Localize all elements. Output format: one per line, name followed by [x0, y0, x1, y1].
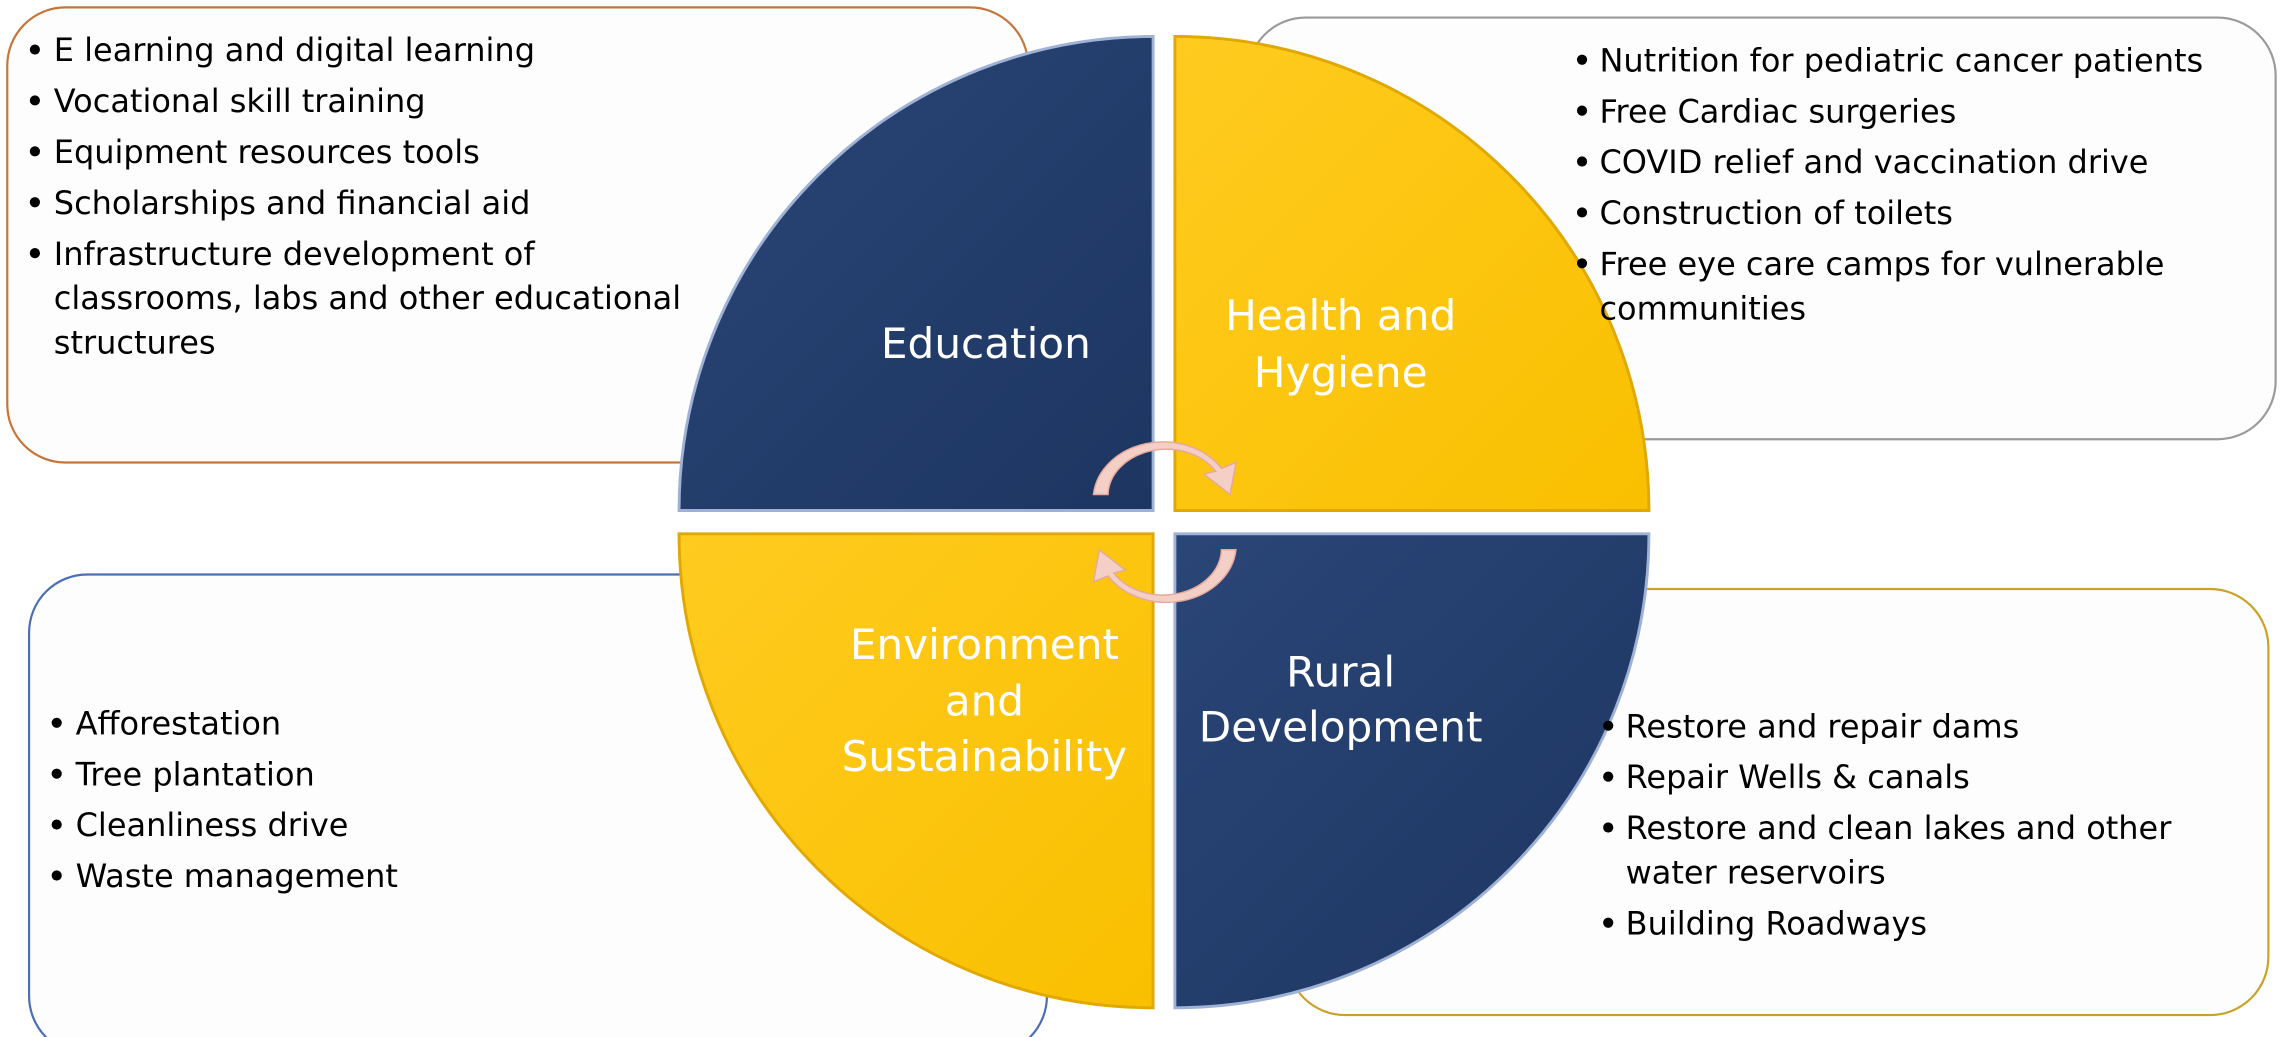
environment-quadrant — [677, 532, 1155, 1010]
bullet-text: Scholarships and financial aid — [54, 184, 531, 222]
bullet-text: classrooms, labs and other educational — [54, 279, 681, 317]
bullet-text: Waste management — [76, 857, 398, 895]
bullet-text: Infrastructure development of — [54, 235, 536, 273]
cycle-arrow — [1092, 441, 1237, 496]
bullet-dot — [1576, 258, 1588, 269]
bullet-dot — [51, 870, 62, 881]
cycle-arrow — [1092, 548, 1237, 604]
quadrant-label: Hygiene — [1254, 348, 1428, 397]
bullet-dot — [29, 146, 40, 157]
bullet-text: Vocational skill training — [54, 82, 426, 120]
bullet-dot — [51, 768, 62, 779]
bullet-dot — [1603, 771, 1614, 782]
bullet-text: Construction of toilets — [1599, 194, 1952, 232]
quadrant-label: Sustainability — [842, 732, 1127, 781]
bullet-text: Afforestation — [76, 704, 282, 742]
bullet-dot — [51, 819, 62, 830]
quadrant-label: Education — [881, 319, 1091, 368]
rural-quadrant — [1173, 532, 1651, 1010]
bullet-text: Building Roadways — [1626, 904, 1927, 942]
bullet-text: Repair Wells & canals — [1626, 758, 1970, 796]
quadrant-label: Development — [1199, 703, 1483, 752]
quadrant-label: Rural — [1286, 647, 1395, 696]
health-quadrant — [1173, 35, 1651, 512]
bullet-dot — [1603, 822, 1614, 833]
bullet-dot — [29, 248, 40, 259]
bullet-text: E learning and digital learning — [54, 31, 535, 69]
education-quadrant — [677, 35, 1155, 512]
bullet-text: Restore and clean lakes and other — [1626, 809, 2173, 847]
quadrant-label: Environment — [850, 620, 1119, 669]
bullet-dot — [1603, 720, 1614, 731]
quadrant-label: and — [945, 677, 1024, 726]
bullet-dot — [1576, 207, 1588, 218]
bullet-dot — [1576, 105, 1588, 116]
bullet-text: structures — [54, 323, 216, 361]
bullet-text: Restore and repair dams — [1626, 707, 2020, 745]
bullet-text: Nutrition for pediatric cancer patients — [1599, 41, 2203, 79]
bullet-dot — [51, 717, 62, 728]
bullet-text: Cleanliness drive — [76, 806, 349, 844]
bullet-text: water reservoirs — [1626, 853, 1886, 891]
quadrant-label: Health and — [1225, 291, 1456, 340]
bullet-text: communities — [1599, 289, 1806, 327]
bullet-dot — [1603, 917, 1614, 928]
bullet-dot — [1576, 54, 1588, 65]
bullet-dot — [29, 197, 40, 208]
bullet-text: Tree plantation — [75, 755, 315, 793]
bullet-text: COVID relief and vaccination drive — [1599, 143, 2148, 181]
bullet-dot — [1576, 156, 1588, 167]
bullet-text: Free Cardiac surgeries — [1599, 92, 1956, 130]
bullet-dot — [29, 44, 40, 55]
bullet-dot — [29, 95, 40, 106]
bullet-text: Equipment resources tools — [54, 133, 480, 171]
bullet-text: Free eye care camps for vulnerable — [1599, 245, 2164, 283]
